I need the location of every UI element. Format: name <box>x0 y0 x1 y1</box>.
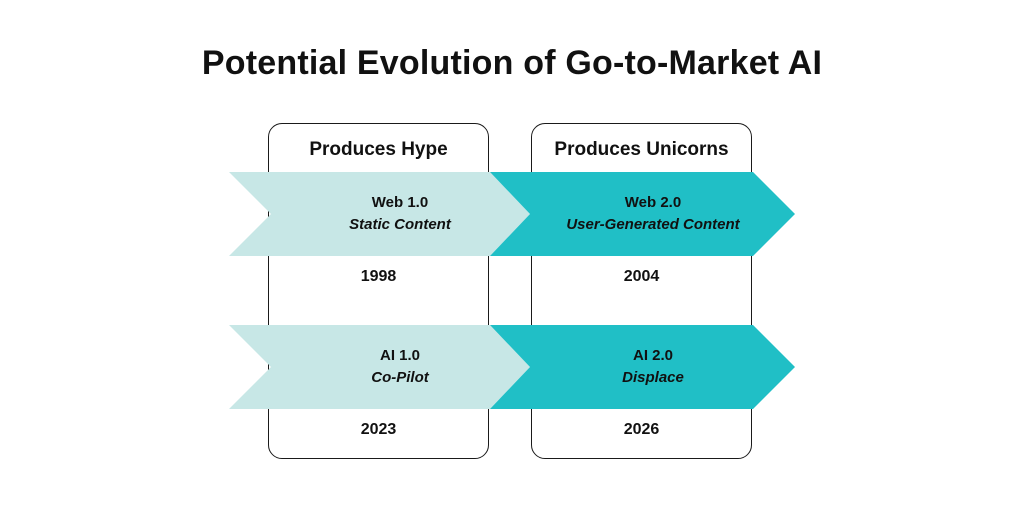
year-web-1: 1998 <box>360 268 397 285</box>
stage-web-1: Web 1.0 Static Content <box>300 192 500 236</box>
year-ai-2: 2026 <box>623 421 660 438</box>
stage-ai-1: AI 1.0 Co-Pilot <box>300 345 500 389</box>
column-header-hype: Produces Hype <box>309 139 448 160</box>
arrow-ai-1 <box>229 325 530 409</box>
arrow-web-2 <box>490 172 795 256</box>
stage-ai-1-desc: Co-Pilot <box>371 369 429 386</box>
stage-web-1-desc: Static Content <box>349 216 451 233</box>
stage-web-2-name: Web 2.0 <box>624 194 682 211</box>
stage-web-1-name: Web 1.0 <box>371 194 429 211</box>
column-header-unicorns: Produces Unicorns <box>554 139 729 160</box>
stage-ai-2-desc: Displace <box>622 369 684 386</box>
stage-ai-2: AI 2.0 Displace <box>536 345 770 389</box>
stage-ai-1-name: AI 1.0 <box>379 347 421 364</box>
arrow-web-1 <box>229 172 530 256</box>
stage-web-2-desc: User-Generated Content <box>566 216 740 233</box>
stage-web-2: Web 2.0 User-Generated Content <box>536 192 770 236</box>
stage-ai-2-name: AI 2.0 <box>632 347 674 364</box>
arrow-ai-2 <box>490 325 795 409</box>
year-ai-1: 2023 <box>360 421 397 438</box>
page-title: Potential Evolution of Go-to-Market AI <box>201 44 823 82</box>
year-web-2: 2004 <box>623 268 660 285</box>
